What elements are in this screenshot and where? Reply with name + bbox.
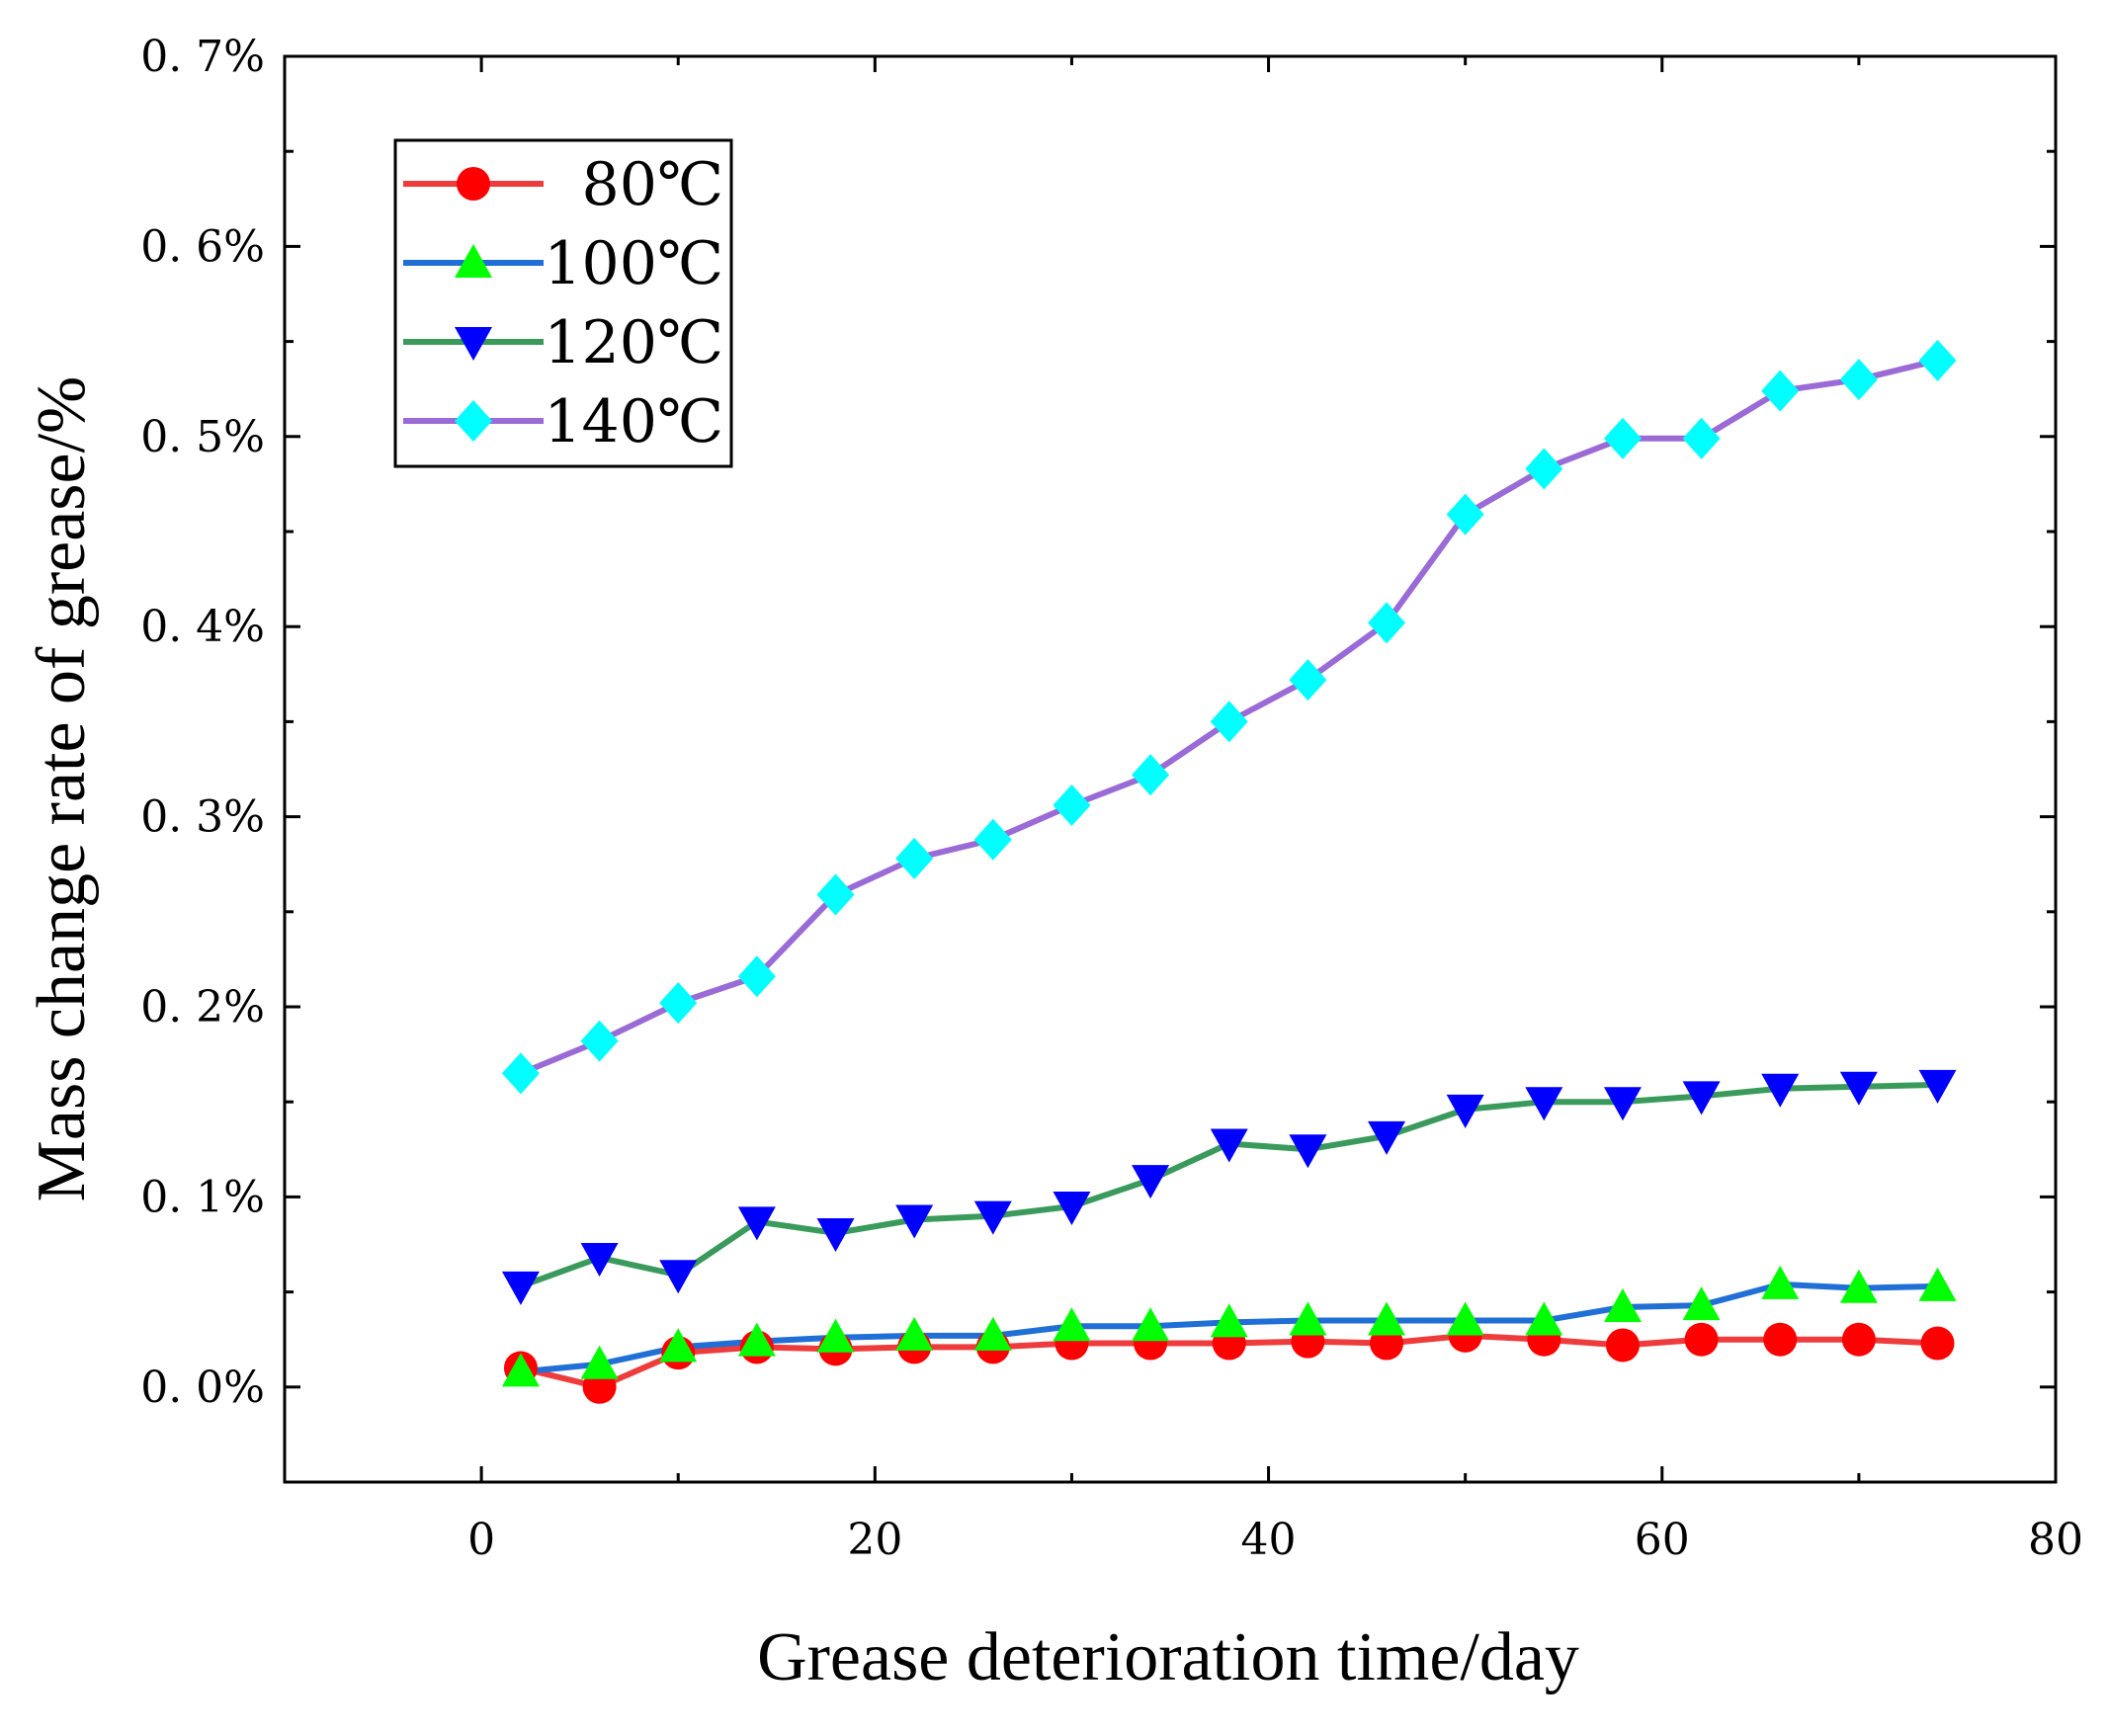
data-point-140C [1210, 701, 1248, 743]
y-tick-label: 0. 4% [140, 602, 265, 652]
data-point-120C [1682, 1081, 1721, 1116]
data-point-120C [1446, 1094, 1484, 1128]
data-point-120C [659, 1260, 698, 1294]
data-point-100C [659, 1328, 698, 1363]
x-tick-label: 40 [1241, 1515, 1297, 1565]
data-point-80C [1841, 1322, 1876, 1357]
data-point-100C [1053, 1307, 1091, 1342]
data-point-140C [1525, 448, 1563, 490]
data-point-100C [501, 1353, 540, 1387]
data-point-120C [1525, 1087, 1563, 1121]
legend-marker-140C [455, 400, 492, 442]
y-tick-label: 0. 5% [140, 412, 265, 462]
data-point-140C [1682, 417, 1721, 459]
y-axis-title: Mass change rate of grease/% [24, 376, 100, 1202]
data-point-120C [1289, 1134, 1327, 1169]
data-point-140C [1053, 785, 1091, 827]
data-point-140C [659, 982, 698, 1025]
series-line-120C [519, 1081, 1938, 1289]
data-point-100C [737, 1322, 776, 1357]
data-point-100C [580, 1345, 619, 1379]
data-point-120C [1132, 1165, 1170, 1199]
data-point-140C [1289, 659, 1327, 702]
data-point-100C [1368, 1301, 1406, 1336]
data-point-100C [1446, 1301, 1484, 1336]
data-point-140C [1603, 417, 1642, 459]
data-point-140C [501, 1052, 540, 1095]
legend-marker-120C [455, 327, 492, 361]
data-point-100C [1761, 1265, 1800, 1299]
data-point-80C [1605, 1328, 1640, 1363]
data-point-100C [973, 1316, 1012, 1351]
data-point-100C [816, 1318, 855, 1353]
data-point-120C [1839, 1071, 1878, 1106]
y-tick-label: 0. 1% [140, 1172, 265, 1222]
data-point-120C [1053, 1192, 1091, 1226]
data-point-100C [1682, 1286, 1721, 1321]
data-point-120C [1918, 1069, 1957, 1104]
x-tick-label: 0 [467, 1515, 495, 1565]
data-point-140C [1918, 339, 1957, 381]
legend-box [393, 138, 733, 468]
legend-marker-80C [457, 167, 490, 201]
data-point-140C [1761, 370, 1800, 412]
data-point-140C [973, 818, 1012, 861]
legend-label-80C: 80℃ [582, 150, 723, 219]
data-point-140C [737, 955, 776, 998]
legend-label-100C: 100℃ [544, 229, 723, 298]
y-tick-label: 0. 3% [140, 792, 265, 843]
data-point-100C [1289, 1301, 1327, 1336]
y-tick-label: 0. 0% [140, 1363, 265, 1413]
data-point-140C [1132, 754, 1170, 796]
data-point-80C [1684, 1322, 1719, 1357]
legend-label-120C: 120℃ [544, 308, 723, 377]
data-point-120C [1603, 1087, 1642, 1121]
data-point-120C [501, 1271, 540, 1305]
data-point-120C [580, 1242, 619, 1277]
data-point-120C [973, 1200, 1012, 1235]
data-point-120C [816, 1217, 855, 1252]
data-point-120C [737, 1206, 776, 1241]
data-point-100C [1603, 1287, 1642, 1322]
data-point-140C [895, 837, 934, 879]
data-point-140C [1446, 493, 1484, 536]
data-point-120C [1368, 1120, 1406, 1155]
data-point-120C [895, 1204, 934, 1239]
data-point-100C [1918, 1267, 1957, 1301]
y-tick-label: 0. 6% [140, 221, 265, 272]
x-tick-label: 60 [1635, 1515, 1690, 1565]
data-point-140C [580, 1020, 619, 1062]
y-tick-label: 0. 2% [140, 982, 265, 1033]
x-tick-label: 80 [2028, 1515, 2083, 1565]
data-point-100C [1839, 1269, 1878, 1303]
data-point-80C [1920, 1326, 1955, 1361]
legend-marker-100C [455, 244, 492, 278]
data-point-120C [1761, 1073, 1800, 1108]
data-point-140C [816, 873, 855, 916]
x-tick-label: 20 [847, 1515, 902, 1565]
data-point-120C [1210, 1128, 1248, 1163]
legend-label-140C: 140℃ [544, 387, 723, 456]
data-point-140C [1368, 602, 1406, 644]
data-point-100C [1132, 1307, 1170, 1342]
y-tick-label: 0. 7% [140, 32, 265, 82]
data-point-100C [1525, 1301, 1563, 1336]
plot-frame [283, 54, 2058, 1484]
data-point-100C [1210, 1303, 1248, 1338]
data-point-100C [895, 1316, 934, 1351]
data-point-140C [1839, 359, 1878, 401]
x-axis-title: Grease deterioration time/day [757, 1619, 1579, 1695]
data-point-80C [1763, 1322, 1798, 1357]
